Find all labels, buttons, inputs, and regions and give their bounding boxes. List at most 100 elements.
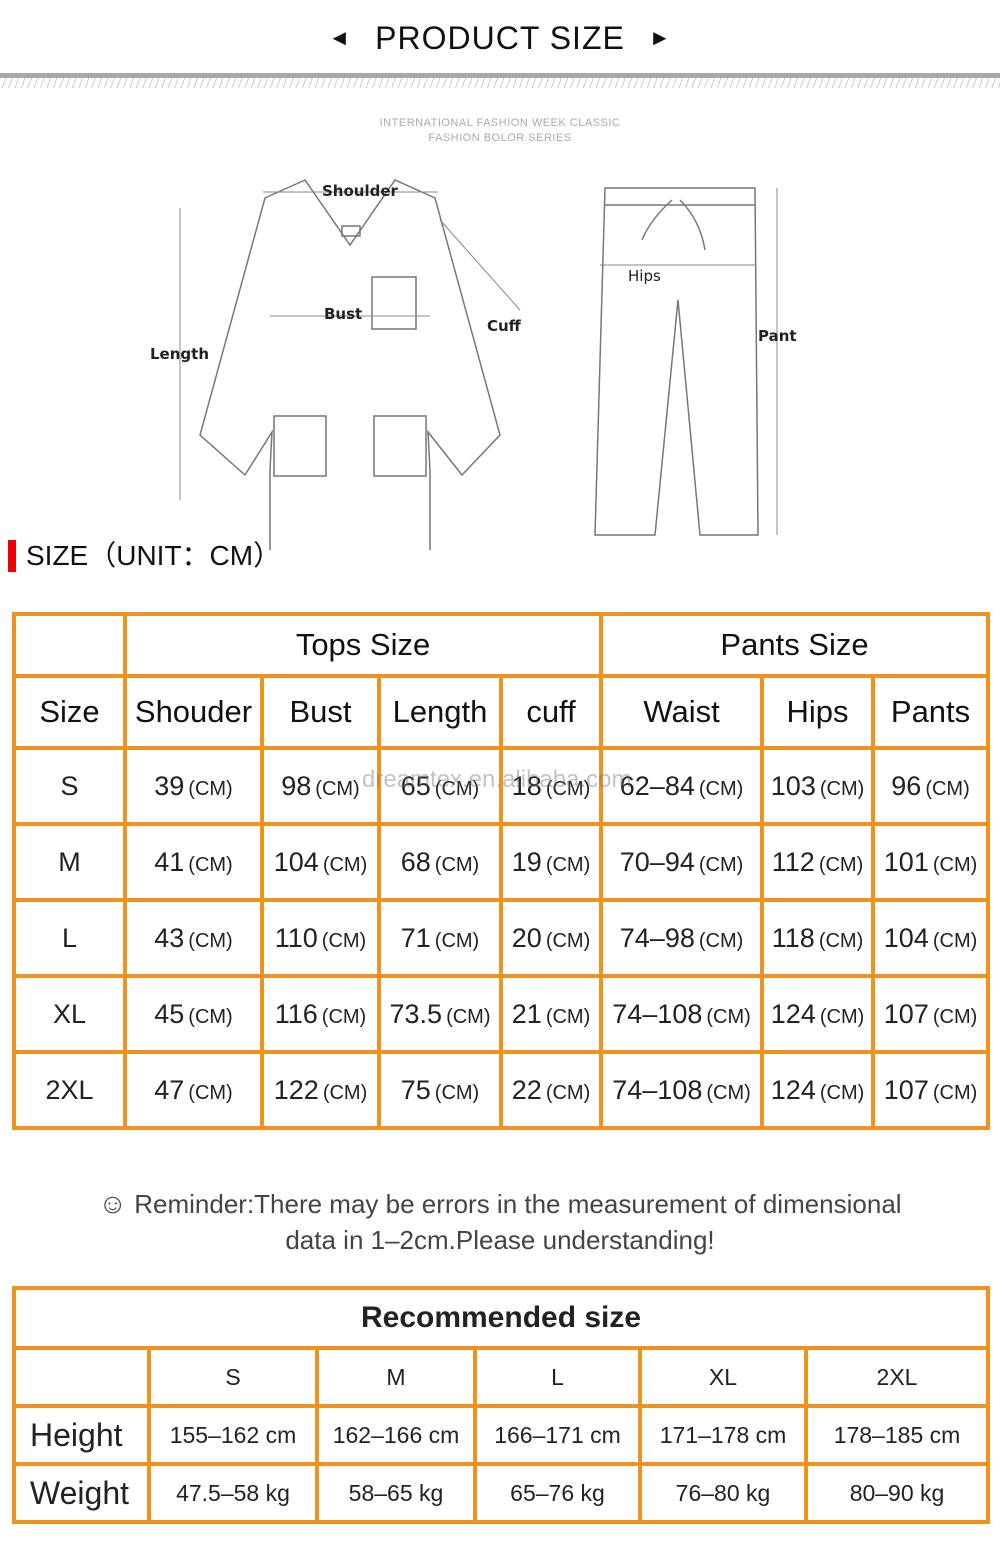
cell-unit: (CM) bbox=[698, 777, 744, 800]
cell-unit: (CM) bbox=[698, 853, 744, 876]
size-header-row: S M L XL 2XL bbox=[12, 1346, 991, 1408]
label-length: Length bbox=[150, 345, 209, 363]
subtitle-line1: INTERNATIONAL FASHION WEEK CLASSIC bbox=[379, 117, 621, 129]
cell-unit: (CM) bbox=[321, 1005, 367, 1028]
table-row: L 43 (CM) 110 (CM) 71 (CM) 20 (CM) 74–98 (CM) 118 (C… bbox=[12, 898, 991, 978]
label-bust: Bust bbox=[324, 305, 362, 323]
empty-cell bbox=[12, 1346, 151, 1408]
size-header: S bbox=[147, 1346, 319, 1408]
label-pant: Pant bbox=[758, 327, 797, 345]
size-value-cell: 18 (CM) bbox=[498, 746, 604, 826]
size-value-cell: 73.5 (CM) bbox=[377, 974, 503, 1054]
cell-value: 124 bbox=[770, 998, 816, 1029]
size-value-cell: 96 (CM) bbox=[871, 746, 991, 826]
cell-unit: (CM) bbox=[188, 853, 233, 876]
size-header: M bbox=[315, 1346, 477, 1408]
cell-value: 122 bbox=[273, 1074, 319, 1105]
label-cuff: Cuff bbox=[487, 317, 522, 335]
table-row: XL 45 (CM) 116 (CM) 73.5 (CM) 21 (CM) 74–108 (CM) 1… bbox=[12, 974, 991, 1054]
divider-hatch bbox=[0, 78, 1000, 88]
cell-value: 96 bbox=[891, 770, 922, 801]
size-value-cell: 43 (CM) bbox=[123, 898, 264, 978]
cell-value: 65 bbox=[400, 770, 431, 801]
left-arrow-icon: ◄ bbox=[328, 25, 352, 50]
column-header: Length bbox=[377, 674, 503, 750]
cell-unit: (CM) bbox=[188, 1005, 233, 1028]
cell-unit: (CM) bbox=[698, 929, 744, 952]
cell-value: 39 bbox=[154, 770, 185, 801]
size-value-cell: 103 (CM) bbox=[760, 746, 876, 826]
cell-value: 118 bbox=[771, 922, 815, 953]
cell-unit: (CM) bbox=[545, 777, 591, 800]
cell-value: 68 bbox=[400, 846, 431, 877]
cell-unit: (CM) bbox=[322, 1081, 368, 1104]
cell-value: 43 bbox=[154, 922, 185, 953]
cell-value: 104 bbox=[273, 846, 319, 877]
cell-value: 75 bbox=[400, 1074, 431, 1105]
size-value-cell: 104 (CM) bbox=[260, 822, 381, 902]
column-header: Size bbox=[12, 674, 127, 750]
size-value-cell: 74–108 (CM) bbox=[599, 1050, 765, 1130]
pants-outline bbox=[594, 187, 759, 536]
tops-size-header: Tops Size bbox=[122, 612, 604, 678]
cell-unit: (CM) bbox=[434, 853, 480, 876]
size-value-cell: 122 (CM) bbox=[260, 1050, 381, 1130]
size-value-cell: 74–98 (CM) bbox=[599, 898, 765, 978]
empty-cell bbox=[12, 612, 127, 678]
table-row: M 41 (CM) 104 (CM) 68 (CM) 19 (CM) 70–94 (CM) 112 (C… bbox=[12, 822, 991, 902]
size-label-cell: M bbox=[12, 822, 127, 902]
size-heading: SIZE（UNIT：CM） bbox=[8, 540, 281, 572]
height-value: 166–171 cm bbox=[473, 1404, 642, 1466]
right-arrow-icon: ► bbox=[648, 25, 672, 50]
cell-value: 103 bbox=[770, 770, 816, 801]
cell-value: 74–108 bbox=[612, 1074, 703, 1105]
cell-value: 110 bbox=[274, 922, 318, 953]
size-value-cell: 22 (CM) bbox=[498, 1050, 604, 1130]
cell-value: 101 bbox=[883, 846, 929, 877]
column-header: cuff bbox=[498, 674, 604, 750]
cell-unit: (CM) bbox=[188, 929, 233, 952]
recommended-title: Recommended size bbox=[11, 1286, 991, 1350]
table-row: 2XL 47 (CM) 122 (CM) 75 (CM) 22 (CM) 74–108 (CM) 12… bbox=[12, 1050, 991, 1130]
cell-value: 98 bbox=[281, 770, 312, 801]
cell-unit: (CM) bbox=[545, 853, 591, 876]
cell-value: 18 bbox=[511, 770, 542, 801]
height-value: 162–166 cm bbox=[315, 1404, 477, 1466]
column-header: Pants bbox=[871, 674, 991, 750]
size-value-cell: 68 (CM) bbox=[377, 822, 503, 902]
size-value-cell: 107 (CM) bbox=[871, 1050, 991, 1130]
size-label-cell: L bbox=[12, 898, 127, 978]
group-header-row: Tops Size Pants Size bbox=[12, 612, 991, 678]
cell-unit: (CM) bbox=[932, 929, 978, 952]
size-value-cell: 71 (CM) bbox=[377, 898, 503, 978]
size-table: Tops Size Pants Size Size Shouder Bust Leng… bbox=[12, 612, 991, 1130]
cell-unit: (CM) bbox=[925, 777, 970, 800]
size-value-cell: 19 (CM) bbox=[498, 822, 604, 902]
cell-unit: (CM) bbox=[818, 929, 864, 952]
cell-unit: (CM) bbox=[706, 1081, 751, 1104]
cell-unit: (CM) bbox=[706, 1005, 751, 1028]
cell-value: 74–108 bbox=[612, 998, 703, 1029]
divider bbox=[0, 73, 1000, 78]
cell-value: 19 bbox=[511, 846, 542, 877]
cell-value: 70–94 bbox=[619, 846, 695, 877]
cell-unit: (CM) bbox=[819, 1081, 865, 1104]
size-value-cell: 116 (CM) bbox=[260, 974, 381, 1054]
cell-unit: (CM) bbox=[434, 777, 480, 800]
size-value-cell: 101 (CM) bbox=[871, 822, 991, 902]
cell-value: 45 bbox=[154, 998, 185, 1029]
cell-value: 104 bbox=[883, 922, 929, 953]
table-row: S 39 (CM) 98 (CM) 65 (CM) 18 (CM) 62–84 (CM) 103 (CM… bbox=[12, 746, 991, 826]
cell-unit: (CM) bbox=[932, 853, 978, 876]
label-shoulder: Shoulder bbox=[322, 182, 399, 200]
reminder: ☺ Reminder:There may be errors in the me… bbox=[0, 1186, 1000, 1258]
height-value: 155–162 cm bbox=[147, 1404, 319, 1466]
column-header: Hips bbox=[760, 674, 876, 750]
size-value-cell: 107 (CM) bbox=[871, 974, 991, 1054]
cell-unit: (CM) bbox=[932, 1081, 978, 1104]
cell-value: 71 bbox=[400, 922, 431, 953]
cell-value: 22 bbox=[511, 1074, 542, 1105]
cell-value: 47 bbox=[154, 1074, 185, 1105]
cell-unit: (CM) bbox=[322, 853, 368, 876]
